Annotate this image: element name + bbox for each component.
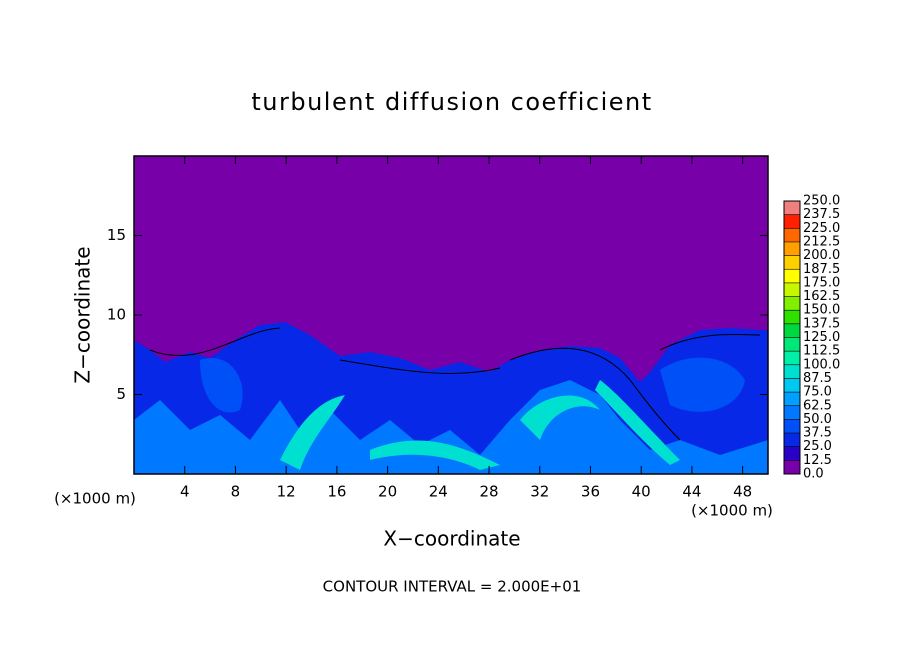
- x-tick-label: 8: [231, 483, 241, 501]
- x-tick-label: 4: [180, 483, 190, 501]
- colorbar-label: 12.5: [803, 453, 832, 468]
- y-tick-label: 5: [116, 385, 126, 403]
- x-tick-label: 16: [327, 483, 346, 501]
- colorbar-label: 150.0: [803, 303, 840, 318]
- colorbar-band: [784, 433, 800, 447]
- field: [134, 156, 768, 474]
- colorbar-band: [784, 241, 800, 256]
- x-unit: (×1000 m): [691, 502, 773, 520]
- colorbar-label: 50.0: [803, 412, 832, 427]
- colorbar-label: 237.5: [803, 207, 840, 222]
- colorbar-band: [784, 228, 800, 242]
- field-region: [280, 380, 680, 470]
- colorbar-label: 112.5: [803, 344, 840, 359]
- colorbar-label: 62.5: [803, 398, 832, 413]
- colorbar-band: [784, 364, 800, 379]
- colorbar-label: 100.0: [803, 357, 840, 372]
- colorbar-band: [784, 405, 800, 420]
- x-tick-label: 48: [733, 483, 752, 501]
- colorbar-band: [784, 351, 800, 365]
- x-axis-label: X−coordinate: [383, 527, 520, 551]
- y-tick-label: 10: [107, 306, 126, 324]
- x-tick-label: 28: [479, 483, 498, 501]
- colorbar-label: 0.0: [803, 467, 824, 482]
- y-axis-label: Z−coordinate: [71, 246, 95, 383]
- y-tick-label: 15: [107, 226, 126, 244]
- colorbar-band: [784, 282, 800, 297]
- x-tick-label: 12: [277, 483, 296, 501]
- x-tick-label: 44: [682, 483, 701, 501]
- colorbar-label: 250.0: [803, 194, 840, 209]
- chart-title: turbulent diffusion coefficient: [251, 88, 652, 116]
- contour-interval: CONTOUR INTERVAL = 2.000E+01: [323, 578, 582, 596]
- colorbar-label: 75.0: [803, 385, 832, 400]
- colorbar-label: 125.0: [803, 330, 840, 345]
- x-tick-label: 36: [581, 483, 600, 501]
- colorbar-label: 162.5: [803, 289, 840, 304]
- colorbar-band: [784, 269, 800, 283]
- colorbar-band: [784, 255, 800, 270]
- colorbar-label: 200.0: [803, 248, 840, 263]
- colorbar-band: [784, 392, 800, 406]
- y-unit: (×1000 m): [54, 490, 136, 508]
- x-tick-label: 32: [530, 483, 549, 501]
- colorbar-band: [784, 337, 800, 352]
- colorbar-label: 87.5: [803, 371, 832, 386]
- x-tick-label: 40: [632, 483, 651, 501]
- colorbar-label: 37.5: [803, 426, 832, 441]
- colorbar-label: 25.0: [803, 439, 832, 454]
- colorbar-band: [784, 419, 800, 434]
- colorbar-label: 187.5: [803, 262, 840, 277]
- colorbar-band: [784, 201, 800, 215]
- x-tick-label: 24: [429, 483, 448, 501]
- colorbar-band: [784, 378, 800, 393]
- colorbar-band: [784, 214, 800, 229]
- field-region: [200, 357, 745, 413]
- contour-line: [149, 327, 761, 441]
- colorbar-label: 137.5: [803, 316, 840, 331]
- colorbar-band: [784, 460, 800, 474]
- colorbar-label: 175.0: [803, 275, 840, 290]
- colorbar-band: [784, 310, 800, 324]
- x-tick-label: 20: [378, 483, 397, 501]
- colorbar-label: 212.5: [803, 234, 840, 249]
- colorbar-band: [784, 296, 800, 311]
- colorbar-band: [784, 323, 800, 338]
- colorbar-band: [784, 446, 800, 461]
- colorbar-label: 225.0: [803, 221, 840, 236]
